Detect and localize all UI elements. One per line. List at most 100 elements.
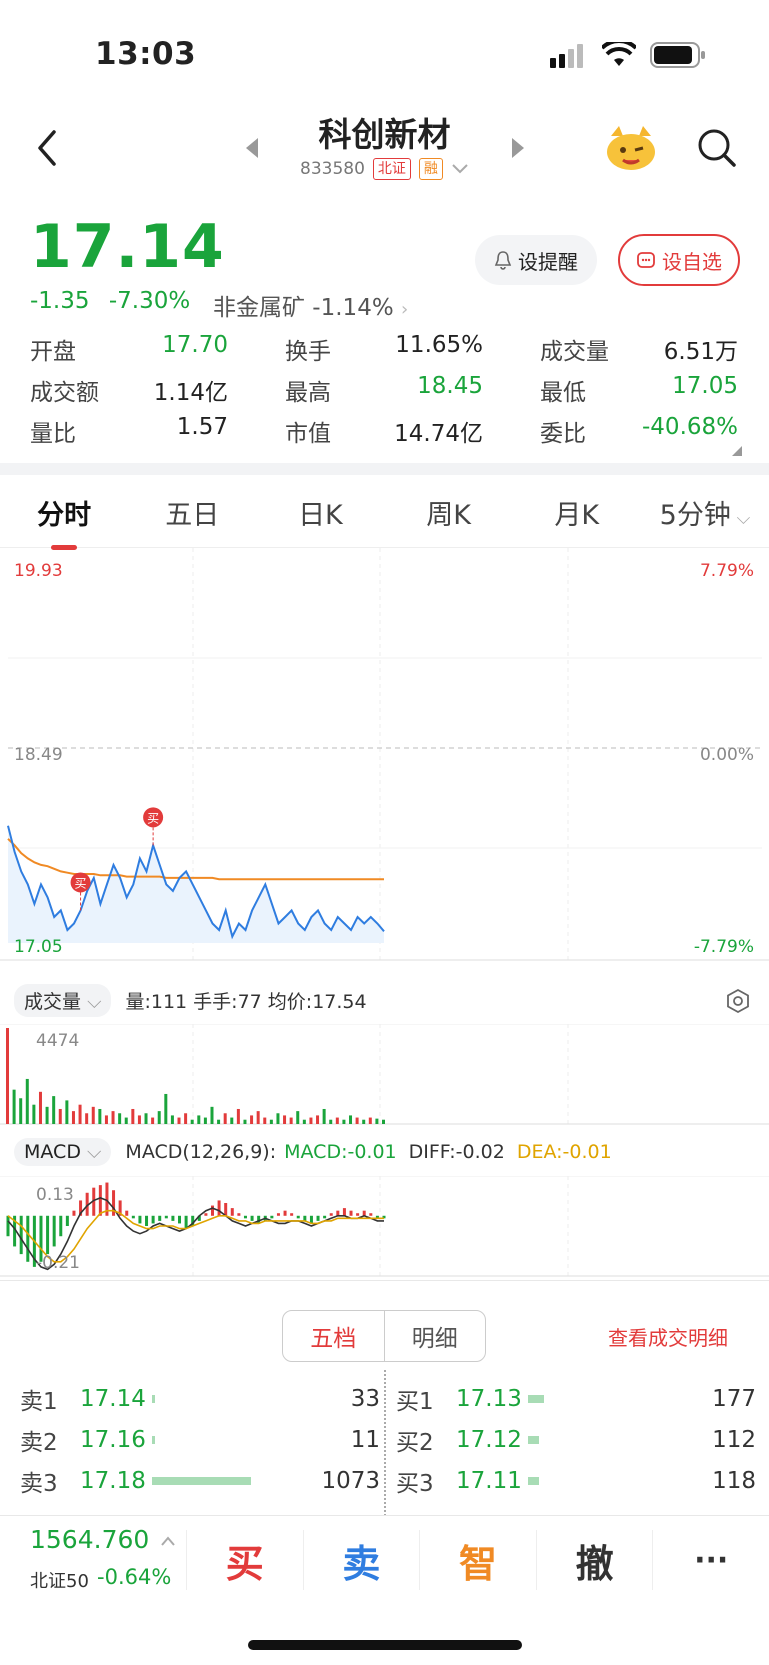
- macd-hist-bar: [26, 1215, 30, 1262]
- macd-chart: 0.13 -0.21: [0, 1176, 769, 1277]
- orderbook-row[interactable]: 卖3 17.18 1073: [20, 1460, 380, 1501]
- macd-hist-bar: [342, 1208, 346, 1216]
- volume-bar: [170, 1115, 174, 1124]
- level-bar: [528, 1435, 539, 1444]
- next-stock-icon[interactable]: [510, 136, 526, 160]
- volume-bar: [12, 1089, 16, 1124]
- chevron-up-icon[interactable]: [160, 1535, 176, 1547]
- macd-hist-bar: [356, 1213, 360, 1216]
- macd-hist-bar: [46, 1215, 50, 1255]
- signal-icon: [550, 44, 583, 68]
- volume-bar: [316, 1115, 320, 1124]
- expand-corner-icon[interactable]: [732, 446, 742, 456]
- orderbook-row[interactable]: 买3 17.11 118: [396, 1460, 756, 1501]
- orderbook-row[interactable]: 卖1 17.14 33: [20, 1378, 380, 1419]
- volume-bar: [368, 1117, 372, 1124]
- macd-hist-bar: [125, 1210, 129, 1216]
- volume-bar: [85, 1113, 89, 1124]
- tab-five-levels[interactable]: 五档: [283, 1311, 385, 1361]
- volume-selector[interactable]: 成交量 ⌵: [14, 983, 112, 1017]
- sell-button[interactable]: 卖: [302, 1530, 420, 1590]
- tab-4[interactable]: 月K: [513, 493, 641, 532]
- volume-bar: [177, 1117, 181, 1124]
- battery-icon: [650, 42, 705, 68]
- level-price: 17.16: [80, 1426, 146, 1453]
- tab-0[interactable]: 分时: [0, 493, 128, 550]
- mascot-icon[interactable]: [605, 122, 657, 172]
- tab-1[interactable]: 五日: [128, 493, 256, 532]
- level-name: 卖2: [20, 1429, 58, 1456]
- section-divider: [0, 463, 769, 475]
- volume-bar: [144, 1113, 148, 1124]
- macd-header: MACD ⌵ MACD(12,26,9): MACD:-0.01 DIFF:-0…: [0, 1130, 769, 1174]
- buy-button[interactable]: 买: [186, 1530, 303, 1590]
- intraday-chart[interactable]: 买买 19.93 18.49 17.05 7.79% 0.00% -7.79%: [0, 548, 769, 973]
- wifi-icon: [602, 42, 636, 66]
- index-value[interactable]: 1564.760: [30, 1525, 150, 1554]
- settings-icon[interactable]: [725, 988, 751, 1014]
- volume-bar: [342, 1119, 346, 1124]
- macd-params: MACD(12,26,9):: [125, 1141, 277, 1163]
- sector-label: 非金属矿 -1.14%: [213, 295, 394, 321]
- stat-label: 开盘: [30, 338, 76, 365]
- volume-stats: 量:111 手手:77 均价:17.54: [125, 990, 367, 1013]
- chevron-right-icon: ›: [401, 299, 409, 320]
- status-bar: 13:03: [0, 0, 769, 100]
- volume-bar: [6, 1028, 9, 1124]
- stock-code: 833580: [300, 159, 365, 179]
- macd-hist-bar: [237, 1213, 241, 1216]
- level-name: 买2: [396, 1429, 434, 1456]
- prev-stock-icon[interactable]: [244, 136, 260, 160]
- tab-5[interactable]: 5分钟 ⌵: [641, 493, 769, 532]
- chevron-down-icon[interactable]: [451, 163, 469, 175]
- orderbook-row[interactable]: 卖2 17.16 11: [20, 1419, 380, 1460]
- level-price: 17.13: [456, 1385, 522, 1412]
- level-qty: 11: [350, 1426, 380, 1453]
- price-area: [8, 825, 384, 943]
- macd-hist-bar: [349, 1210, 353, 1216]
- orderbook-row[interactable]: 买2 17.12 112: [396, 1419, 756, 1460]
- level-name: 买1: [396, 1388, 434, 1415]
- set-alert-label: 设提醒: [518, 249, 578, 274]
- change-value: -1.35: [30, 288, 90, 314]
- volume-bar: [71, 1111, 75, 1124]
- macd-hist-bar: [204, 1213, 208, 1216]
- level-qty: 118: [712, 1467, 756, 1494]
- buy-marker: [143, 807, 164, 828]
- tab-2[interactable]: 日K: [256, 493, 384, 532]
- volume-bar: [137, 1115, 141, 1124]
- orderbook-row[interactable]: 买1 17.13 177: [396, 1378, 756, 1419]
- cancel-order-button[interactable]: 撤: [535, 1530, 653, 1590]
- stats-row: 量比 1.57 市值 14.74亿 委比 -40.68%: [30, 410, 742, 451]
- volume-bar: [164, 1093, 168, 1124]
- smart-button[interactable]: 智: [419, 1530, 536, 1590]
- level-bar: [528, 1394, 545, 1403]
- volume-bar: [124, 1117, 128, 1124]
- sector-link[interactable]: 非金属矿 -1.14% ›: [213, 288, 408, 322]
- more-button[interactable]: ···: [652, 1530, 769, 1590]
- back-icon[interactable]: [28, 128, 68, 168]
- stats-row: 成交额 1.14亿 最高 18.45 最低 17.05: [30, 369, 742, 410]
- macd-hist-bar: [164, 1215, 168, 1219]
- diff-value: DIFF:-0.02: [408, 1141, 505, 1163]
- macd-hist-bar: [191, 1215, 195, 1226]
- stat-label: 量比: [30, 420, 76, 447]
- set-alert-button[interactable]: 设提醒: [475, 235, 597, 285]
- add-watchlist-button[interactable]: 设自选: [618, 234, 740, 286]
- macd-hist-bar: [6, 1215, 10, 1237]
- volume-bar: [32, 1104, 36, 1124]
- view-trade-details-link[interactable]: 查看成交明细: [608, 1326, 728, 1350]
- stat-cell: 最低 17.05: [540, 373, 738, 407]
- tab-3[interactable]: 周K: [385, 493, 513, 532]
- macd-hist-bar: [230, 1208, 234, 1216]
- stat-value: 6.51万: [663, 338, 738, 365]
- volume-bar: [91, 1106, 95, 1124]
- home-indicator: [248, 1640, 522, 1650]
- macd-selector[interactable]: MACD ⌵: [14, 1138, 112, 1166]
- volume-bar: [382, 1119, 385, 1124]
- stat-cell: 委比 -40.68%: [540, 414, 738, 448]
- volume-bar: [250, 1115, 254, 1124]
- stat-cell: 市值 14.74亿: [285, 414, 483, 448]
- tab-details[interactable]: 明细: [411, 1326, 458, 1352]
- search-icon[interactable]: [697, 128, 737, 168]
